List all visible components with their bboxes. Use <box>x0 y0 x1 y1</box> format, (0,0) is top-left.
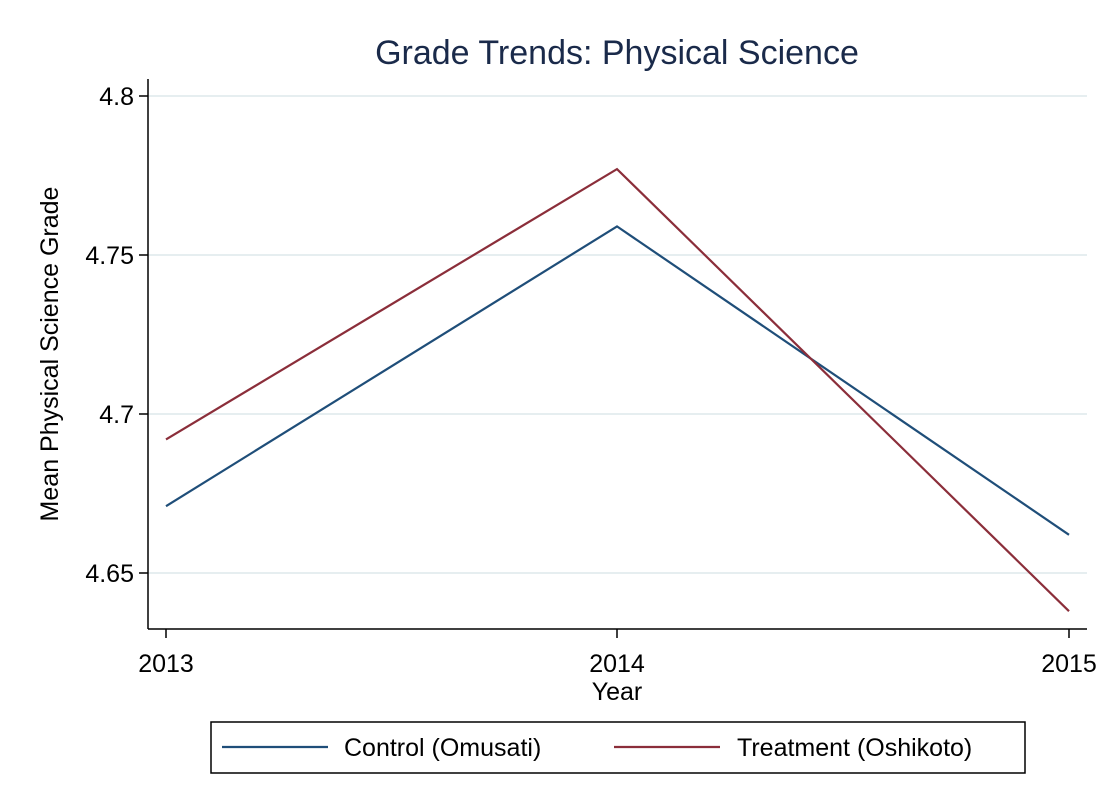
plot-axes <box>139 79 1087 638</box>
y-axis-label: Mean Physical Science Grade <box>36 187 64 522</box>
y-tick-label-1: 4.7 <box>99 401 134 429</box>
x-tick-label-1: 2014 <box>589 650 645 678</box>
legend-label-1: Treatment (Oshikoto) <box>737 734 972 762</box>
y-tick-label-0: 4.65 <box>85 560 134 588</box>
legend-label-0: Control (Omusati) <box>344 734 541 762</box>
series-line-1 <box>165 167 1070 612</box>
x-tick-label-0: 2013 <box>138 650 194 678</box>
x-tick-label-2: 2015 <box>1041 650 1097 678</box>
y-tick-label-2: 4.75 <box>85 242 134 270</box>
legend: Control (Omusati) Treatment (Oshikoto) <box>210 721 1026 774</box>
series-line-0 <box>165 225 1070 536</box>
series-lines <box>165 167 1070 612</box>
y-tick-label-3: 4.8 <box>99 83 134 111</box>
x-tick-labels: 2013 2014 2015 <box>138 650 1097 678</box>
gridlines <box>148 95 1087 574</box>
x-axis-label: Year <box>592 678 643 706</box>
chart-title: Grade Trends: Physical Science <box>375 34 859 72</box>
y-tick-labels: 4.65 4.7 4.75 4.8 <box>85 83 134 588</box>
